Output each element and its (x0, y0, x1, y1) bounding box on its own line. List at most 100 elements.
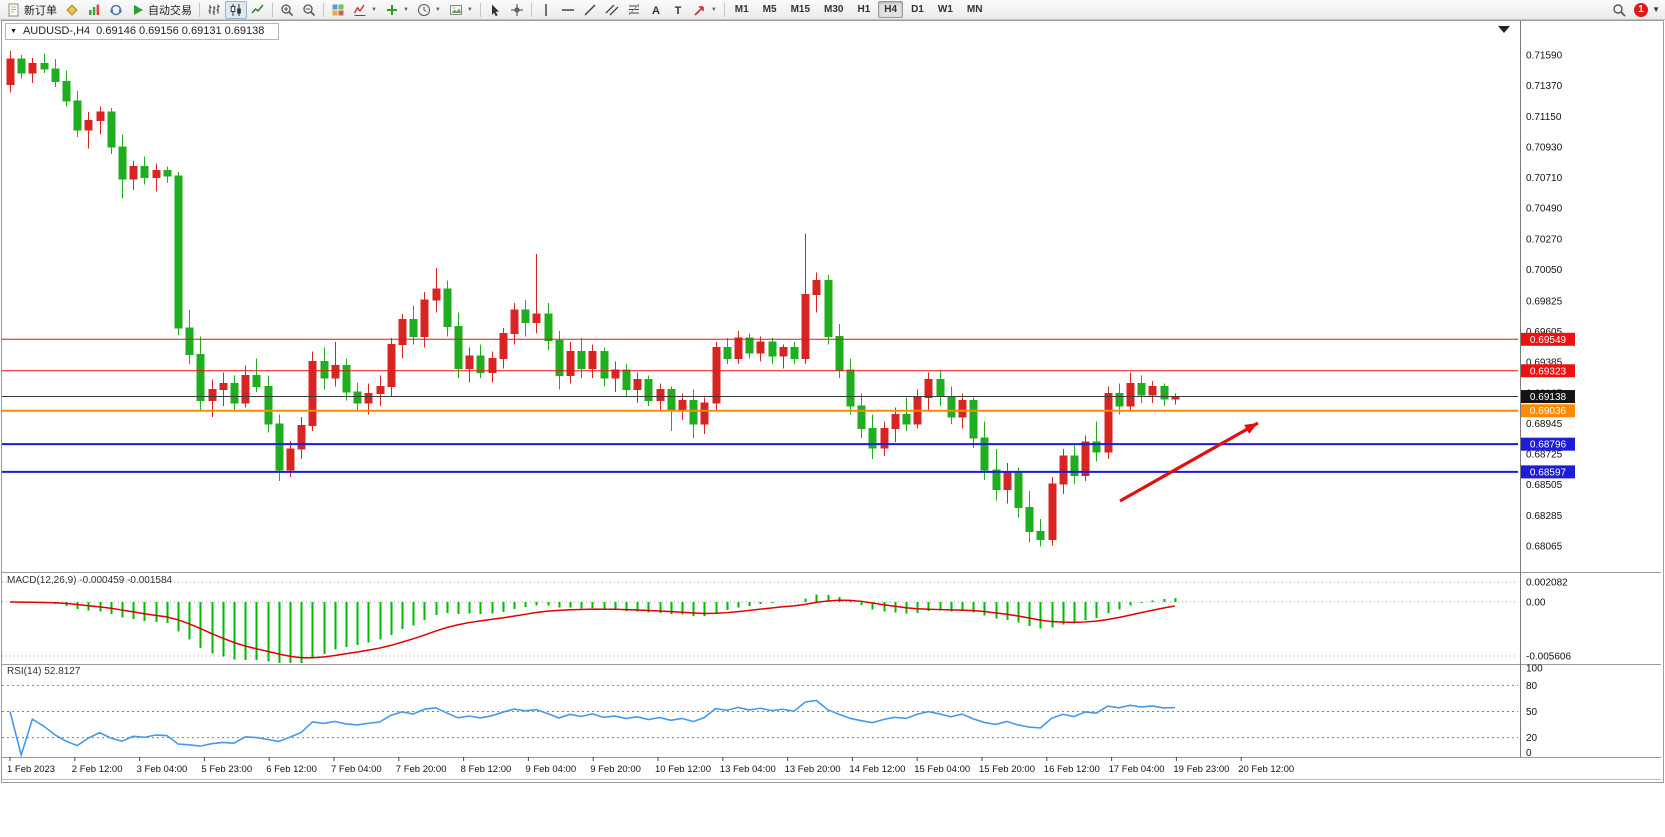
candle (936, 369, 945, 407)
horizontal-line-button[interactable] (557, 1, 579, 19)
candle (230, 375, 239, 411)
candle (633, 372, 642, 404)
time-label: 8 Feb 12:00 (461, 764, 512, 775)
candle (364, 383, 373, 415)
crosshair-button[interactable] (506, 1, 528, 19)
candle (947, 386, 956, 425)
vline-icon (545, 3, 547, 16)
svg-text:0.00: 0.00 (1526, 598, 1546, 609)
candle (73, 91, 82, 138)
label-button[interactable]: T (667, 1, 689, 19)
bar-chart-button[interactable] (203, 1, 225, 19)
candle (1137, 375, 1146, 404)
timeframe-m30-button[interactable]: M30 (824, 4, 844, 15)
candle (84, 112, 93, 149)
candle (880, 421, 889, 457)
candle (1148, 380, 1157, 404)
data-window-button[interactable] (105, 1, 127, 19)
indicators-button[interactable]: ▼ (349, 1, 381, 19)
price-tag: 0.69036 (1521, 404, 1575, 418)
candle (812, 272, 821, 313)
time-label: 7 Feb 04:00 (331, 764, 382, 775)
candle (51, 59, 60, 88)
templates-button[interactable]: ▼ (445, 1, 477, 19)
new-order-button[interactable]: 新订单 (3, 1, 61, 19)
trend-arrow[interactable] (1119, 421, 1259, 503)
arrows-button[interactable]: ▼ (689, 1, 721, 19)
candle (600, 347, 609, 387)
toolbar-separator (530, 2, 532, 17)
rsi-indicator-name: RSI(14) (7, 666, 42, 677)
svg-text:0.69549: 0.69549 (1530, 335, 1567, 346)
fibonacci-button[interactable] (623, 1, 645, 19)
candle (913, 389, 922, 429)
autotrade-button[interactable]: 自动交易 (127, 1, 196, 19)
timeframe-m1-button[interactable]: M1 (734, 4, 749, 15)
time-label: 15 Feb 20:00 (979, 764, 1035, 775)
bars-icon (208, 4, 220, 15)
main-toolbar: 新订单 自动交易 ▼ ▼ ▼ ▼ A T ▼ M1 M5 M15 M30 H1 H4 D1 W1 MN 1 ▼ (0, 0, 1665, 20)
timeframe-m15-button[interactable]: M15 (790, 4, 811, 15)
add-object-button[interactable]: ▼ (381, 1, 413, 19)
chevron-down-icon[interactable]: ▼ (371, 6, 377, 13)
chevron-down-icon[interactable]: ▼ (466, 6, 473, 13)
chart-shift-marker[interactable] (1498, 26, 1510, 33)
zoom-out-button[interactable] (298, 1, 320, 19)
candle (868, 414, 877, 459)
timeframe-w1-button[interactable]: W1 (937, 4, 953, 15)
candle (163, 166, 172, 184)
chevron-down-icon[interactable]: ▼ (710, 6, 717, 13)
periods-button[interactable]: ▼ (413, 1, 445, 19)
macd-axis-labels[interactable]: 0.002082 0.00 -0.005606 (1526, 577, 1571, 662)
timeframe-mn-button[interactable]: MN (966, 4, 983, 15)
text-button[interactable]: A (645, 1, 667, 19)
chevron-down-icon[interactable]: ▼ (434, 6, 441, 13)
candle (409, 305, 418, 345)
svg-text:A: A (652, 5, 660, 17)
trendline-button[interactable] (579, 1, 601, 19)
market-watch-button[interactable] (83, 1, 105, 19)
svg-text:0.002082: 0.002082 (1526, 577, 1568, 588)
candle (532, 254, 541, 334)
timeframe-h4-button[interactable]: H4 (878, 1, 904, 18)
svg-text:0.69138: 0.69138 (1530, 392, 1567, 403)
symbol-dropdown-icon[interactable]: ▼ (10, 27, 17, 35)
tile-windows-button[interactable] (327, 1, 349, 19)
profile-button[interactable] (61, 1, 83, 19)
vertical-line-button[interactable] (535, 1, 557, 19)
candle (196, 336, 205, 412)
candle (644, 375, 653, 407)
timeframe-m5-button[interactable]: M5 (762, 4, 777, 15)
timeframe-h1-button[interactable]: H1 (857, 4, 871, 15)
cursor-button[interactable] (484, 1, 506, 19)
zoom-in-button[interactable] (276, 1, 298, 19)
candle (969, 397, 978, 448)
toolbar-overflow-icon[interactable]: ▼ (1652, 5, 1660, 14)
time-label: 6 Feb 12:00 (266, 764, 317, 775)
candlestick-chart-button[interactable] (225, 0, 247, 19)
candle (96, 106, 105, 135)
channel-button[interactable] (601, 1, 623, 19)
price-chart[interactable]: 0.71590 0.71370 0.71150 0.70930 0.70710 0.704… (2, 21, 1661, 782)
candle (734, 330, 743, 365)
price-tag: 0.69323 (1521, 364, 1575, 378)
headset-icon (110, 4, 122, 15)
svg-text:0.70270: 0.70270 (1526, 234, 1563, 245)
play-icon (134, 4, 143, 15)
svg-text:0.68285: 0.68285 (1526, 511, 1563, 522)
candle (129, 160, 138, 191)
line-chart-button[interactable] (247, 1, 269, 19)
candle (17, 55, 26, 79)
candle (1036, 518, 1045, 547)
timeframe-d1-button[interactable]: D1 (911, 4, 924, 15)
chevron-down-icon[interactable]: ▼ (402, 6, 409, 13)
search-button[interactable] (1608, 1, 1630, 19)
svg-text:0.69385: 0.69385 (1526, 358, 1563, 369)
rsi-indicator-value: 52.8127 (44, 666, 81, 677)
notification-badge[interactable]: 1 (1634, 2, 1649, 17)
candle (275, 414, 284, 482)
candle (1003, 463, 1012, 504)
rsi-axis-labels[interactable]: 100 80 50 20 0 (1526, 664, 1543, 760)
svg-text:0.71150: 0.71150 (1526, 112, 1562, 123)
time-axis[interactable]: 1 Feb 2023 2 Feb 12:00 3 Feb 04:00 5 Feb 23… (7, 757, 1294, 775)
